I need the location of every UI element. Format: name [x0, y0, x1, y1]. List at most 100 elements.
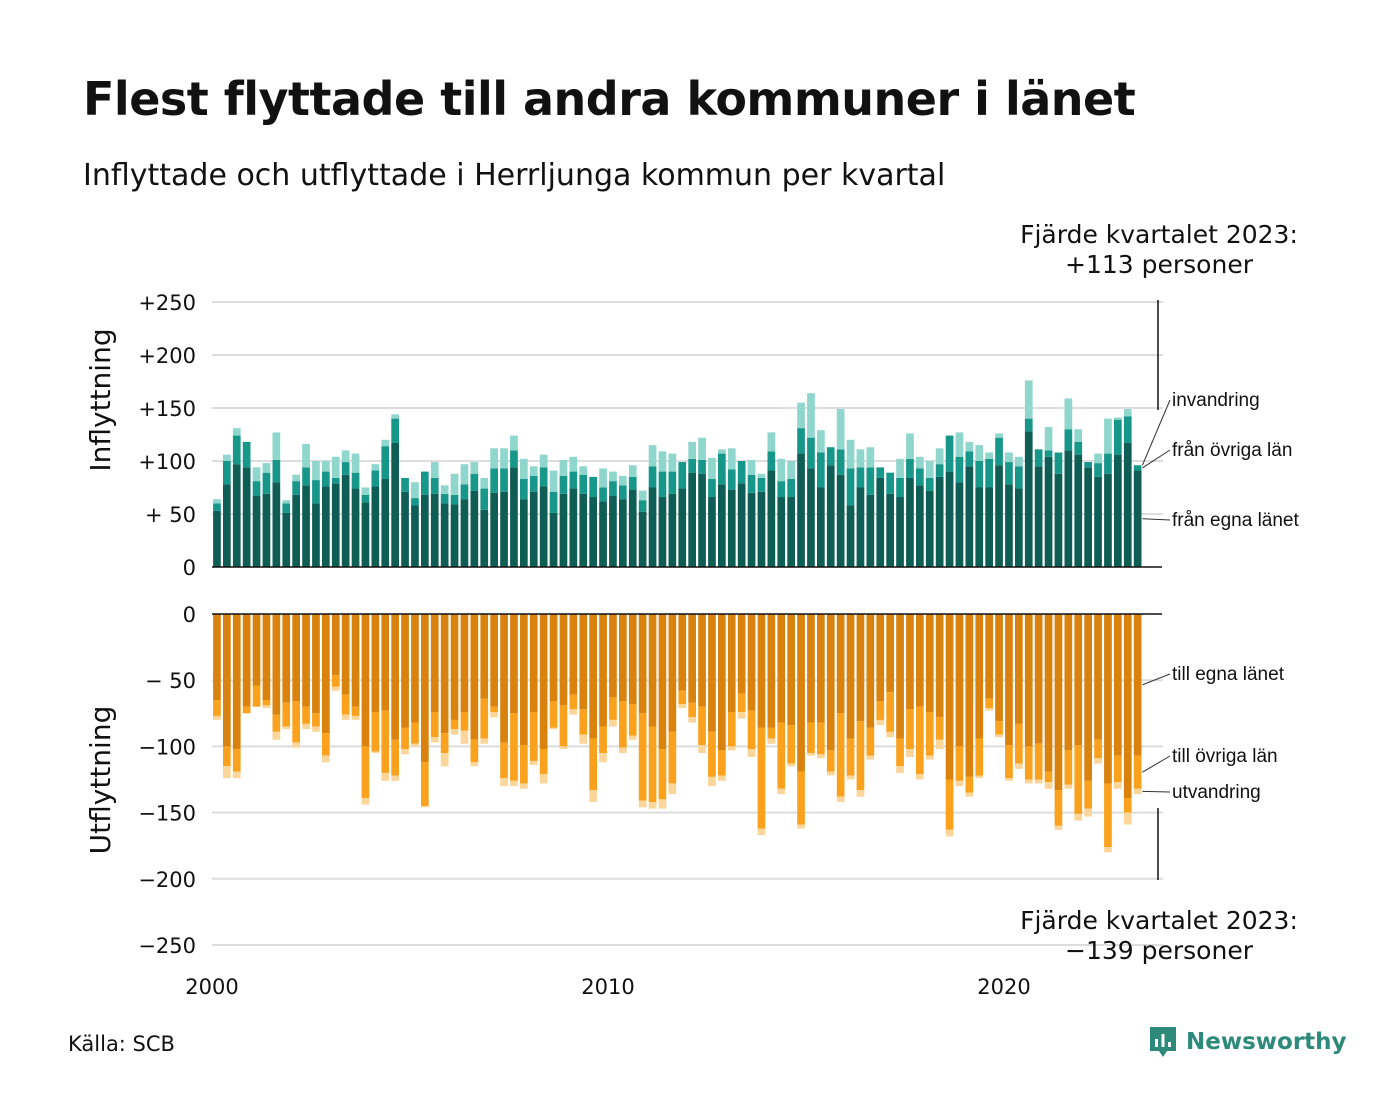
- bar-out-0: [242, 614, 251, 707]
- bar-in-0: [1074, 454, 1083, 567]
- bar-out-2: [520, 783, 528, 789]
- bar-in-1: [500, 468, 508, 492]
- bar-out-0: [767, 614, 776, 728]
- bar-out-1: [421, 762, 429, 806]
- bar-in-1: [747, 474, 756, 493]
- bar-in-2: [817, 430, 825, 453]
- bar-in-2: [351, 453, 360, 473]
- bar-out-1: [925, 711, 934, 756]
- bar-in-1: [520, 479, 528, 500]
- bar-in-0: [965, 466, 974, 567]
- bar-out-1: [718, 750, 726, 776]
- bar-out-1: [520, 745, 528, 784]
- y-tick-label: + 50: [145, 503, 196, 527]
- bar-out-2: [599, 753, 607, 763]
- bar-out-2: [856, 790, 865, 797]
- bar-in-0: [737, 483, 746, 567]
- x-tick-label: 2020: [977, 975, 1030, 999]
- bar-in-2: [529, 466, 538, 476]
- bar-out-2: [1114, 782, 1122, 789]
- bar-out-1: [1094, 739, 1102, 759]
- bar-out-2: [232, 771, 241, 779]
- bar-in-0: [609, 495, 617, 567]
- y-tick-label: +100: [138, 450, 196, 474]
- bar-in-0: [510, 467, 518, 567]
- gridlines: [212, 301, 1163, 946]
- bar-out-2: [272, 731, 281, 740]
- bar-in-1: [945, 435, 954, 472]
- bar-out-2: [1034, 779, 1043, 784]
- bar-out-2: [896, 766, 904, 773]
- bar-out-0: [351, 614, 360, 707]
- bar-in-2: [609, 471, 617, 482]
- bar-out-1: [708, 731, 716, 777]
- bar-out-2: [322, 755, 330, 763]
- bar-in-1: [421, 471, 429, 495]
- bar-in-1: [1133, 465, 1142, 471]
- bar-in-2: [985, 452, 993, 459]
- bar-in-1: [995, 437, 1003, 466]
- bar-in-0: [223, 484, 231, 567]
- bar-in-1: [935, 464, 944, 477]
- bar-out-1: [658, 749, 667, 800]
- bar-out-0: [1054, 614, 1063, 791]
- bar-out-2: [1005, 778, 1013, 781]
- bar-in-2: [658, 451, 667, 472]
- newsworthy-logo[interactable]: Newsworthy: [1147, 1024, 1347, 1060]
- bar-in-1: [925, 477, 934, 491]
- y-tick-label: +150: [138, 397, 196, 421]
- bar-out-2: [678, 704, 687, 708]
- bar-out-1: [302, 706, 310, 724]
- bar-out-1: [589, 738, 597, 791]
- bar-out-0: [866, 614, 875, 728]
- bar-in-2: [430, 462, 439, 478]
- bar-out-0: [678, 614, 687, 691]
- bar-in-0: [322, 486, 330, 567]
- bar-in-2: [846, 439, 855, 469]
- bar-out-0: [371, 614, 380, 712]
- bar-in-0: [272, 482, 281, 567]
- bar-in-1: [985, 458, 993, 488]
- bar-out-1: [817, 722, 825, 755]
- bar-in-1: [965, 451, 974, 467]
- bar-out-0: [480, 614, 489, 699]
- bar-out-1: [737, 693, 746, 712]
- bar-out-0: [628, 614, 637, 705]
- bar-in-1: [718, 453, 726, 485]
- bar-out-0: [856, 614, 865, 722]
- bar-out-1: [440, 733, 449, 754]
- bar-in-2: [836, 409, 845, 450]
- bar-in-1: [678, 462, 687, 489]
- bar-out-2: [1044, 782, 1053, 789]
- bar-in-0: [876, 477, 885, 567]
- bar-out-1: [1054, 790, 1063, 826]
- bar-in-0: [1084, 467, 1092, 567]
- bar-in-2: [975, 445, 984, 461]
- bar-out-1: [678, 690, 687, 705]
- bar-in-0: [638, 511, 647, 567]
- bar-in-0: [708, 497, 716, 567]
- y-tick-label: 0: [183, 603, 196, 627]
- bar-out-0: [727, 614, 736, 712]
- bar-in-0: [569, 488, 578, 567]
- bar-in-0: [767, 470, 776, 567]
- bars: [213, 380, 1142, 853]
- bar-out-2: [628, 735, 637, 740]
- bar-out-1: [272, 714, 281, 732]
- bar-in-1: [955, 456, 964, 483]
- bar-in-2: [272, 432, 281, 460]
- bar-out-1: [411, 722, 419, 744]
- bar-in-0: [1123, 442, 1132, 567]
- bar-out-0: [1123, 614, 1132, 799]
- bar-in-1: [252, 481, 261, 496]
- bar-out-1: [252, 685, 261, 707]
- bar-out-2: [351, 715, 360, 720]
- bar-out-2: [1074, 813, 1083, 821]
- bar-in-1: [1005, 462, 1013, 485]
- bar-out-2: [213, 715, 221, 720]
- bar-out-2: [341, 714, 350, 720]
- bar-in-0: [599, 501, 607, 567]
- bar-in-1: [381, 446, 390, 480]
- bar-out-1: [282, 702, 291, 727]
- bar-in-1: [727, 469, 736, 490]
